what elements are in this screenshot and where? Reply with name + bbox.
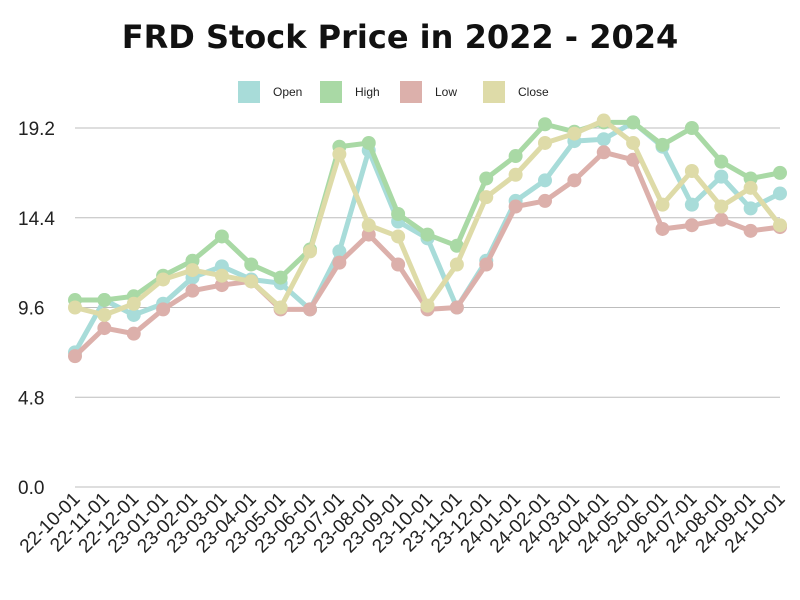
data-point <box>479 257 494 272</box>
data-point <box>185 263 200 278</box>
data-point <box>684 164 699 179</box>
data-point <box>156 302 171 317</box>
data-point <box>214 268 229 283</box>
data-point <box>303 302 317 317</box>
data-point <box>538 173 552 188</box>
axis-labels: 0.04.89.614.419.222-10-0122-11-0122-12-0… <box>16 119 790 557</box>
data-point <box>273 270 288 285</box>
legend-swatch <box>320 81 342 103</box>
data-point <box>244 274 259 289</box>
data-point <box>449 238 464 253</box>
data-point <box>626 115 641 130</box>
data-point <box>126 326 141 341</box>
data-point <box>655 221 670 236</box>
data-point <box>244 257 259 272</box>
data-point <box>332 147 347 162</box>
data-point <box>714 169 729 184</box>
legend-label: High <box>355 85 380 99</box>
data-point <box>332 244 347 259</box>
data-point <box>126 296 141 311</box>
data-point <box>773 165 787 180</box>
legend-swatch <box>238 81 260 103</box>
data-point <box>97 321 112 336</box>
data-point <box>684 121 699 135</box>
data-point <box>508 167 523 182</box>
data-point <box>97 293 112 308</box>
data-point <box>420 227 435 242</box>
data-point <box>743 180 758 195</box>
y-tick-label: 9.6 <box>18 299 44 320</box>
data-point <box>68 349 82 364</box>
data-point <box>596 145 611 160</box>
legend-item: Close <box>483 81 549 103</box>
series-high <box>68 115 787 308</box>
data-point <box>655 137 670 152</box>
data-point <box>449 257 464 272</box>
data-point <box>214 229 229 244</box>
data-point <box>714 212 729 227</box>
data-point <box>684 218 699 233</box>
series-close <box>68 113 787 322</box>
data-point <box>714 199 729 214</box>
data-point <box>361 135 376 150</box>
data-point <box>420 298 435 313</box>
data-point <box>508 199 523 214</box>
data-point <box>449 300 464 315</box>
data-point <box>508 149 523 164</box>
legend-label: Low <box>435 85 457 99</box>
data-point <box>361 218 376 233</box>
data-point <box>567 173 582 188</box>
series-line <box>72 149 783 359</box>
data-point <box>273 300 288 315</box>
data-point <box>655 197 670 212</box>
legend-swatch <box>483 81 505 103</box>
data-point <box>538 135 552 150</box>
data-point <box>391 257 406 272</box>
legend: Open High Low Close <box>238 81 549 103</box>
data-point <box>156 272 171 287</box>
data-point <box>479 190 494 205</box>
legend-item: Open <box>238 81 302 103</box>
y-tick-label: 0.0 <box>18 478 44 499</box>
data-point <box>97 307 112 322</box>
data-point <box>596 113 611 128</box>
data-point <box>538 117 552 132</box>
legend-label: Close <box>518 85 549 99</box>
legend-label: Open <box>273 85 302 99</box>
data-point <box>479 171 494 186</box>
y-tick-label: 4.8 <box>18 388 44 409</box>
data-point <box>303 244 317 259</box>
data-point <box>743 223 758 238</box>
y-tick-label: 14.4 <box>18 209 55 230</box>
data-point <box>596 132 611 147</box>
data-point <box>743 201 758 216</box>
data-point <box>773 186 787 201</box>
legend-item: High <box>320 81 380 103</box>
data-point <box>684 197 699 212</box>
data-point <box>391 229 406 244</box>
legend-item: Low <box>400 81 457 103</box>
data-point <box>68 300 82 315</box>
data-point <box>332 255 347 270</box>
data-point <box>626 135 641 150</box>
data-point <box>126 307 141 322</box>
data-point <box>714 154 729 169</box>
data-point <box>567 126 582 141</box>
data-point <box>626 152 641 167</box>
y-tick-label: 19.2 <box>18 119 55 140</box>
data-point <box>391 207 406 222</box>
data-point <box>538 193 552 208</box>
legend-swatch <box>400 81 422 103</box>
series-lines <box>68 113 787 364</box>
chart-title: FRD Stock Price in 2022 - 2024 <box>121 18 679 56</box>
data-point <box>773 218 787 233</box>
data-point <box>185 283 200 298</box>
